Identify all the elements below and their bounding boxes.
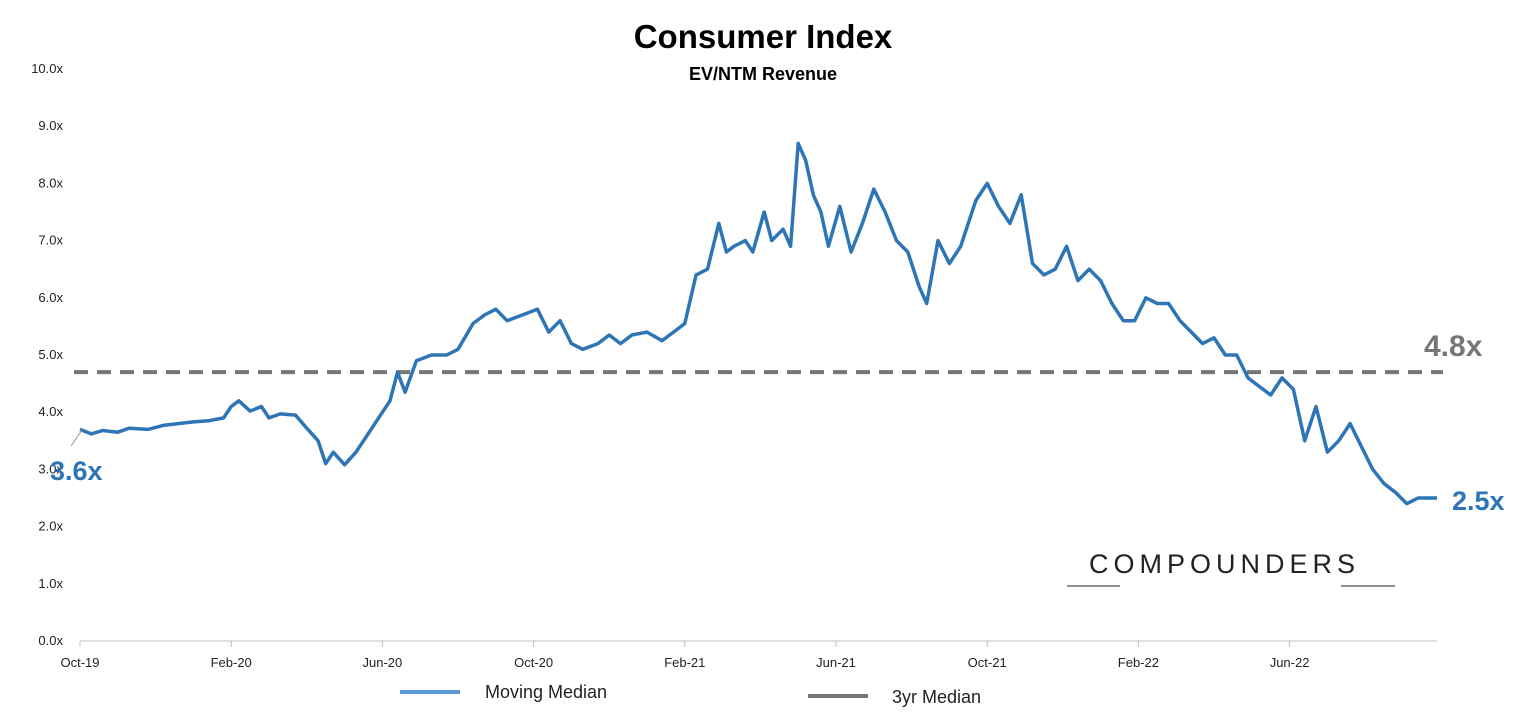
x-tick-label: Jun-21 xyxy=(816,655,856,670)
y-tick-label: 8.0x xyxy=(38,175,63,190)
x-tick-label: Jun-22 xyxy=(1270,655,1310,670)
y-tick-label: 9.0x xyxy=(38,118,63,133)
y-tick-label: 3.0x xyxy=(38,461,63,476)
end-value-label: 2.5x xyxy=(1452,486,1505,516)
start-callout-line xyxy=(70,429,83,447)
y-axis: 0.0x 1.0x 2.0x 3.0x 4.0x 5.0x 6.0x 7.0x 8.0x 9.0x… xyxy=(31,61,63,648)
y-tick-label: 6.0x xyxy=(38,290,63,305)
x-tick-label: Feb-20 xyxy=(211,655,252,670)
y-tick-label: 10.0x xyxy=(31,61,63,76)
y-tick-label: 1.0x xyxy=(38,576,63,591)
start-value-label: 3.6x xyxy=(50,456,103,486)
y-tick-label: 0.0x xyxy=(38,633,63,648)
y-tick-label: 2.0x xyxy=(38,519,63,534)
x-tick-label: Oct-19 xyxy=(60,655,99,670)
chart-title: Consumer Index xyxy=(634,18,893,55)
legend-label-3yr-median: 3yr Median xyxy=(892,687,981,707)
median-value-label: 4.8x xyxy=(1424,330,1483,363)
brand-watermark: COMPOUNDERS xyxy=(1089,549,1360,579)
legend-label-moving-median: Moving Median xyxy=(485,682,607,702)
moving-median-line xyxy=(79,141,1437,506)
x-tick-label: Oct-20 xyxy=(514,655,553,670)
y-tick-label: 4.0x xyxy=(38,404,63,419)
x-tick-label: Jun-20 xyxy=(363,655,403,670)
y-tick-label: 7.0x xyxy=(38,233,63,248)
x-tick-label: Feb-21 xyxy=(664,655,705,670)
x-tick-label: Feb-22 xyxy=(1118,655,1159,670)
y-tick-label: 5.0x xyxy=(38,347,63,362)
x-axis: Oct-19 Feb-20 Jun-20 Oct-20 Feb-21 Jun-21 Oct-… xyxy=(60,640,1437,670)
chart-subtitle: EV/NTM Revenue xyxy=(689,64,837,84)
x-tick-label: Oct-21 xyxy=(968,655,1007,670)
